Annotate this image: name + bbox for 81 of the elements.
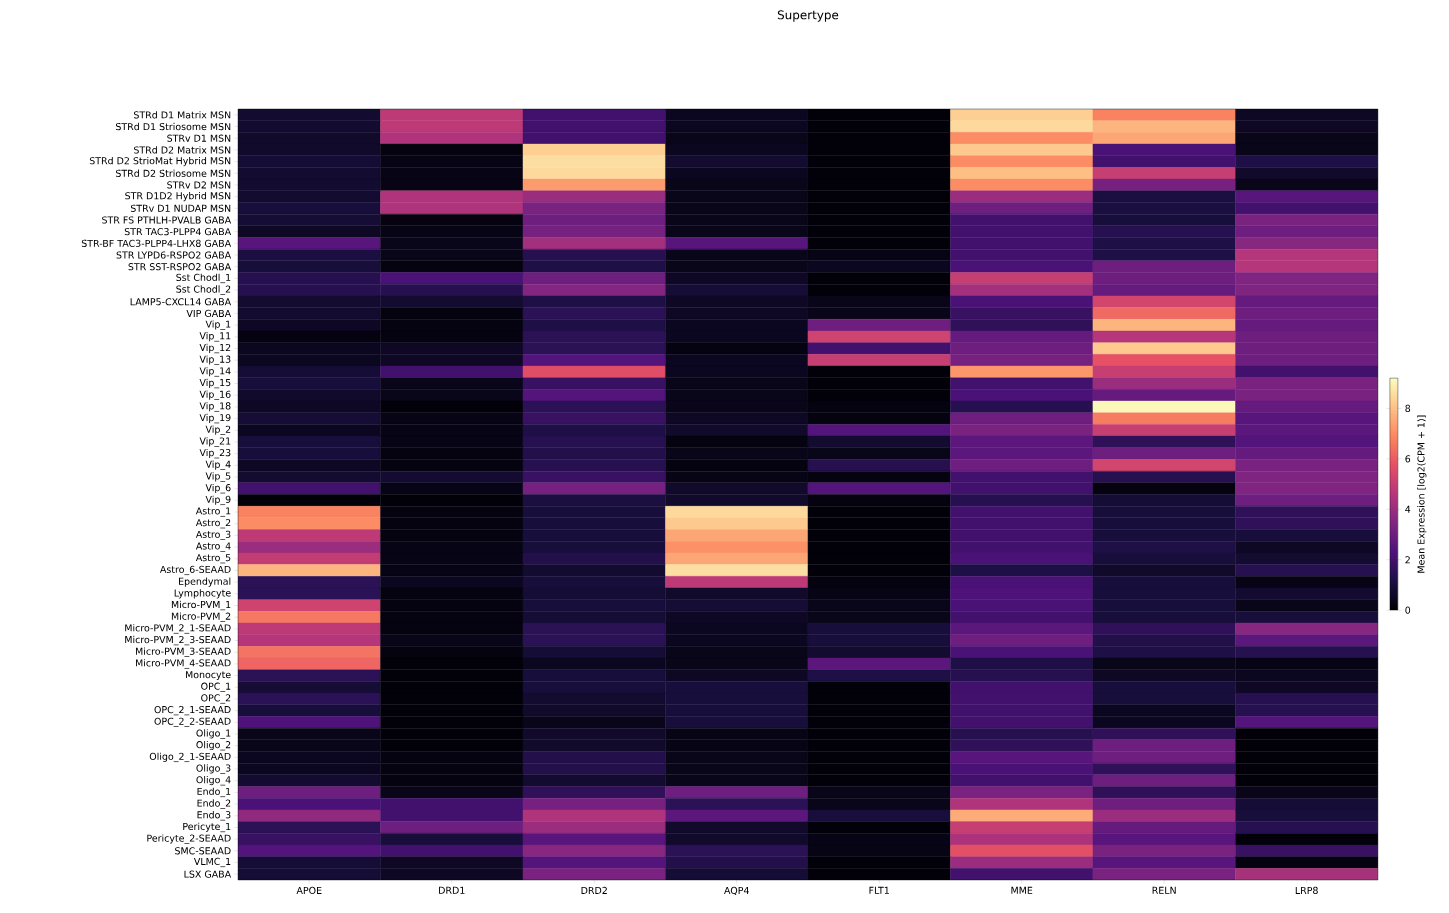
x-tick-label: MME	[1011, 886, 1033, 894]
color-bar-label: 8	[1405, 404, 1411, 412]
y-tick-label: Vip_4	[205, 460, 231, 471]
y-tick-label: STR SST-RSPO2 GABA	[128, 263, 232, 271]
y-tick-label: OPC_2_1-SEAAD	[154, 705, 231, 716]
y-tick-label: STRd D2 Matrix MSN	[134, 146, 231, 154]
y-tick-label: Endo_1	[197, 787, 231, 798]
y-tick-label: Astro_3	[195, 530, 231, 541]
y-tick-label: OPC_2_2-SEAAD	[154, 717, 231, 727]
y-tick-label: Astro_5	[195, 554, 231, 564]
y-tick-label: Ependymal	[179, 577, 231, 587]
y-tick-label: Astro_4	[195, 542, 231, 552]
y-tick-label: Vip_21	[199, 437, 231, 447]
y-tick-label: VLMC_1	[193, 857, 231, 868]
x-tick-label: DRD1	[439, 886, 465, 894]
x-tick-label: FLT1	[869, 886, 889, 894]
color-bar-label: 2	[1405, 556, 1410, 564]
y-tick-label: STRd D1 Striosome MSN	[116, 122, 231, 131]
y-tick-label: OPC_2	[201, 694, 231, 704]
y-tick-label: LAMP5-CXCL14 GABA	[130, 298, 232, 306]
y-tick-label: STRv D1 NUDAP MSN	[130, 204, 231, 212]
y-tick-label: Astro_1	[195, 507, 231, 517]
y-tick-label: Vip_9	[205, 495, 231, 506]
color-bar-label: 0	[1405, 606, 1411, 614]
y-tick-label: Micro-PVM_1	[171, 600, 231, 611]
y-tick-label: VIP GABA	[186, 309, 232, 318]
y-tick-label: Micro-PVM_2_1-SEAAD	[125, 624, 231, 634]
y-tick-label: STR LYPD6-RSPO2 GABA	[116, 251, 232, 259]
y-tick-label: Pericyte_1	[183, 822, 231, 833]
y-tick-label: STRd D2 Striosome MSN	[116, 169, 231, 177]
y-tick-label: Oligo_2_1-SEAAD	[149, 752, 231, 763]
y-tick-label: Vip_1	[205, 320, 231, 330]
y-tick-label: STRv D1 MSN	[167, 134, 231, 142]
x-tick-label: AQP4	[724, 886, 749, 896]
y-tick-label: Vip_5	[205, 472, 231, 482]
y-tick-label: Micro-PVM_2	[171, 612, 231, 622]
y-tick-label: Vip_14	[199, 367, 231, 377]
color-bar-label: 4	[1405, 505, 1411, 513]
y-tick-label: SMC-SEAAD	[175, 847, 231, 855]
y-tick-label: Micro-PVM_3-SEAAD	[136, 647, 231, 657]
y-tick-label: Micro-PVM_4-SEAAD	[136, 659, 231, 669]
y-tick-label: Vip_16	[199, 390, 231, 400]
chart-title: Supertype	[777, 10, 839, 22]
y-tick-label: Vip_12	[199, 343, 231, 354]
y-tick-label: Endo_3	[197, 811, 231, 821]
y-tick-label: STRd D2 StrioMat Hybrid MSN	[89, 156, 231, 167]
y-tick-label: Pericyte_2-SEAAD	[147, 834, 231, 844]
x-tick-label: DRD2	[581, 886, 607, 894]
x-tick-label: LRP8	[1295, 886, 1318, 895]
y-tick-label: Oligo_1	[196, 729, 231, 739]
y-tick-label: Monocyte	[185, 671, 231, 681]
y-tick-label: Vip_13	[199, 355, 231, 365]
y-tick-label: STR D1D2 Hybrid MSN	[125, 192, 231, 202]
y-tick-label: Oligo_4	[196, 776, 231, 786]
x-tick-label: RELN	[1152, 886, 1176, 894]
y-tick-label: STRv D2 MSN	[167, 181, 231, 189]
y-tick-label: Vip_6	[205, 483, 231, 494]
y-tick-label: Sst Chodl_1	[176, 273, 231, 284]
y-tick-label: LSX GABA	[184, 870, 232, 878]
y-tick-label: OPC_1	[201, 682, 231, 692]
y-tick-label: Oligo_2	[196, 740, 231, 751]
y-tick-label: Vip_11	[199, 332, 231, 342]
y-tick-label: Micro-PVM_2_3-SEAAD	[125, 635, 231, 646]
y-tick-label: Sst Chodl_2	[176, 285, 231, 295]
y-tick-label: STR TAC3-PLPP4 GABA	[124, 228, 232, 236]
y-tick-label: STR FS PTHLH-PVALB GABA	[102, 216, 232, 224]
y-tick-label: Astro_2	[195, 519, 231, 529]
y-tick-label: Vip_2	[205, 425, 231, 435]
y-tick-label: Vip_19	[199, 413, 231, 424]
y-tick-label: Endo_2	[197, 799, 231, 809]
y-tick-label: Vip_23	[199, 448, 231, 459]
color-bar-label: 6	[1405, 455, 1411, 463]
y-tick-label: Lymphocyte	[174, 589, 231, 599]
y-tick-label: Vip_15	[199, 378, 231, 389]
color-bar-title: Mean Expression [log2(CPM + 1)]	[1417, 415, 1427, 573]
y-tick-label: Astro_6-SEAAD	[159, 565, 231, 576]
y-tick-label: Oligo_3	[196, 764, 231, 774]
y-tick-label: STR-BF TAC3-PLPP4-LHX8 GABA	[81, 239, 232, 247]
y-tick-label: Vip_18	[199, 402, 231, 412]
y-tick-label: STRd D1 Matrix MSN	[134, 111, 231, 119]
x-tick-label: APOE	[296, 886, 322, 895]
